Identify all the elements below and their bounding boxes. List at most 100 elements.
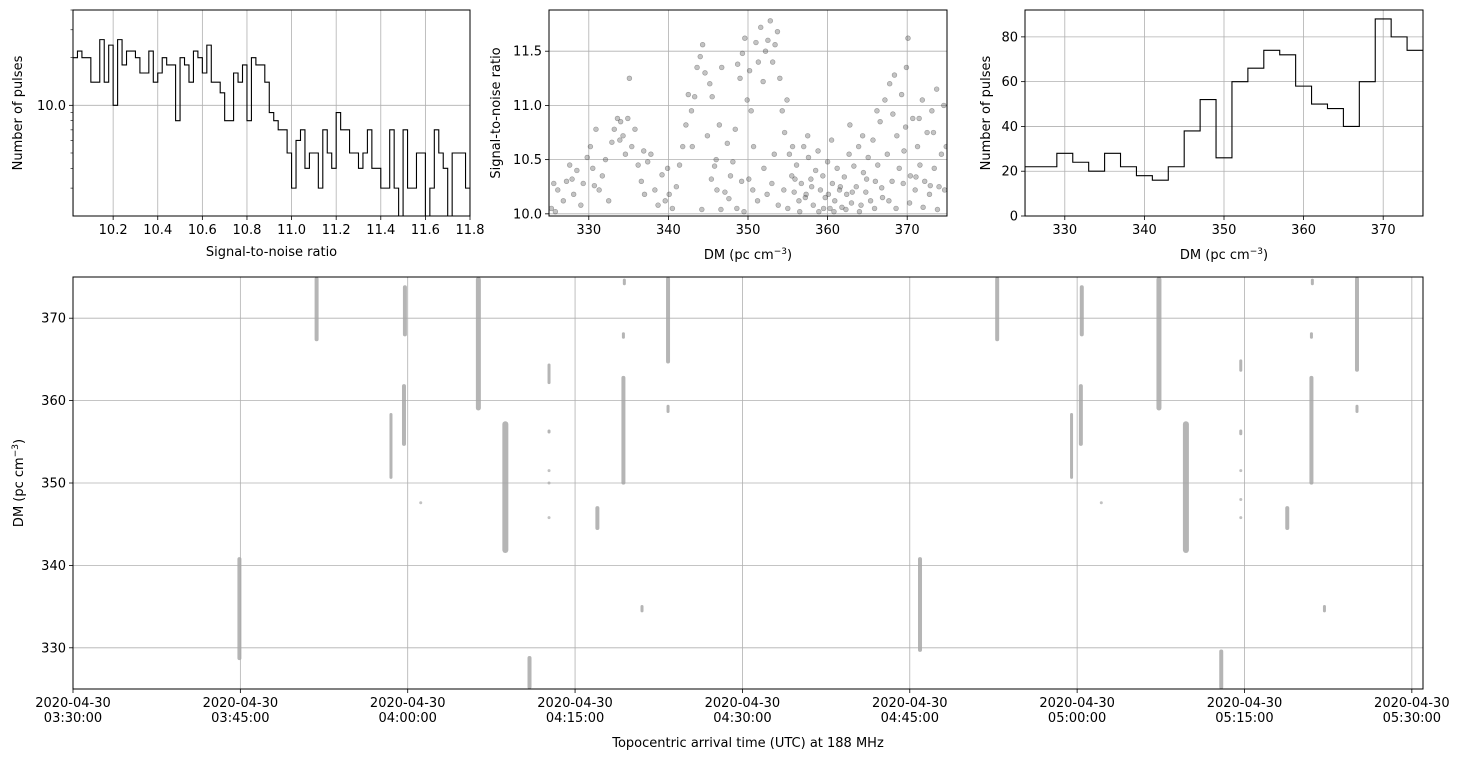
scatter-point: [941, 102, 947, 109]
scatter-point: [734, 205, 740, 212]
dm-snr-scatter-panel: 330 340 350 360 370 10.0 10.5 11.0 11.5 DM (pc cm…: [489, 9, 948, 263]
scatter-point: [765, 37, 771, 44]
pulse-segment: [1309, 332, 1313, 339]
x-tick-label: 2020-04-30: [203, 696, 279, 711]
scatter-point: [750, 187, 756, 193]
pulse-segment: [622, 278, 626, 286]
x-tick-label: 2020-04-30: [537, 696, 613, 711]
y-tick-label: 10.0: [513, 207, 542, 222]
pulse-segment: [666, 277, 671, 364]
scatter-point: [596, 187, 602, 193]
x-tick-label: 04:00:00: [379, 711, 437, 726]
scatter-point: [798, 180, 805, 187]
scatter-point: [707, 81, 713, 87]
scatter-point: [666, 191, 672, 198]
scatter-point: [748, 108, 754, 114]
pulse-segment: [402, 285, 407, 337]
pulse-segment: [237, 557, 242, 661]
time-dm-panel: 2020-04-3003:30:002020-04-3003:45:002020…: [11, 276, 1450, 751]
scatter-point: [669, 205, 676, 212]
scatter-point: [846, 151, 852, 157]
x-tick-label: 370: [895, 223, 920, 238]
scatter-point: [560, 198, 567, 204]
scatter-point: [896, 165, 902, 171]
scatter-point: [611, 126, 617, 132]
scatter-point: [916, 115, 922, 122]
scatter-point: [578, 202, 584, 208]
scatter-point: [708, 176, 715, 182]
scatter-point: [629, 143, 635, 150]
x-tick-label: 11.4: [366, 223, 395, 238]
pulse-segment: [1354, 277, 1359, 372]
snr-histogram-panel: 10.2 10.4 10.6 10.8 11.0 11.2 11.4 11.6 11.8 10.0…: [11, 9, 484, 260]
scatter-point: [580, 180, 586, 187]
pulse-segment: [1182, 421, 1189, 554]
y-tick-label: 370: [41, 312, 66, 327]
scatter-point: [753, 39, 759, 46]
x-tick-label: 330: [1052, 223, 1077, 238]
scatter-point: [817, 187, 824, 193]
scatter-point: [652, 187, 658, 193]
scatter-point: [900, 180, 906, 187]
x-tick-label: 350: [736, 223, 761, 238]
scatter-point: [602, 156, 609, 163]
scatter-point: [755, 59, 762, 65]
x-tick-label: 10.8: [232, 223, 261, 238]
scatter-point: [563, 178, 570, 185]
scatter-point: [704, 133, 711, 139]
dm-histogram-panel: 330 340 350 360 370 0 20 40 60 80 DM (pc cm−3) Numb…: [979, 9, 1424, 263]
pulse-segment: [1239, 359, 1243, 372]
y-tick-label: 360: [41, 394, 66, 409]
scatter-point: [910, 115, 916, 122]
scatter-point: [815, 148, 821, 154]
scatter-point: [632, 126, 638, 132]
scatter-point: [641, 191, 648, 198]
scatter-point: [789, 143, 796, 150]
scatter-point: [746, 68, 753, 74]
pulse-segment: [595, 506, 600, 530]
pulse-segment: [918, 557, 923, 652]
scatter-point: [804, 133, 811, 139]
x-tick-label: 11.0: [277, 223, 306, 238]
pulse-segment: [1322, 604, 1326, 613]
x-tick-label: 10.2: [99, 223, 128, 238]
scatter-point: [680, 143, 686, 150]
pulse-segment: [1156, 277, 1162, 411]
scatter-point: [786, 151, 793, 157]
scatter-point: [808, 176, 814, 182]
scatter-point: [865, 154, 871, 161]
scatter-point: [609, 139, 615, 145]
x-tick-label: 2020-04-30: [35, 696, 111, 711]
scatter-point: [934, 206, 941, 213]
scatter-point: [831, 208, 837, 215]
scatter-point: [913, 174, 919, 180]
y-tick-label: 0: [1010, 210, 1018, 225]
scatter-point: [828, 137, 835, 143]
scatter-point: [863, 176, 870, 182]
pulse-segment: [621, 332, 625, 339]
x-tick-label: 2020-04-30: [705, 696, 781, 711]
pulse-segment: [1239, 429, 1243, 436]
scatter-point: [886, 198, 892, 204]
pulse-segment: [1285, 506, 1290, 530]
scatter-point: [871, 205, 878, 212]
scatter-point: [648, 151, 654, 157]
scatter-point: [699, 41, 706, 48]
x-tick-label: 370: [1371, 223, 1396, 238]
scatter-point: [769, 180, 775, 187]
scatter-point: [929, 108, 935, 114]
x-tick-label: 04:15:00: [546, 711, 604, 726]
scatter-point: [791, 189, 797, 195]
scatter-point: [685, 91, 691, 98]
scatter-point: [664, 165, 671, 171]
pulse-point: [1099, 501, 1103, 505]
scatter-point: [591, 182, 598, 189]
scatter-point: [863, 189, 869, 195]
scatter-point: [599, 173, 606, 179]
scatter-point: [781, 187, 787, 193]
y-tick-label: 340: [41, 559, 66, 574]
scatter-point: [938, 151, 945, 157]
x-tick-label: 11.6: [411, 223, 440, 238]
scatter-point: [859, 133, 866, 139]
y-axis-label: Number of pulses: [11, 55, 26, 170]
